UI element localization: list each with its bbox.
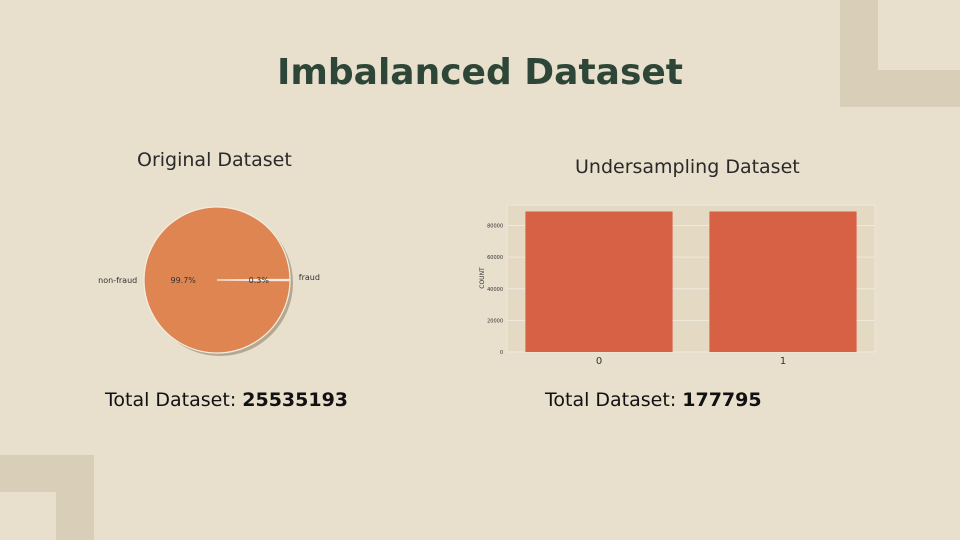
undersampling-total-value: 177795 xyxy=(682,389,762,411)
pie-label-fraud: fraud xyxy=(299,273,320,282)
y-tick-label-20000: 20000 xyxy=(487,318,503,324)
slide-title: Imbalanced Dataset xyxy=(276,52,684,93)
undersampling-total-label: Total Dataset: xyxy=(545,389,683,411)
bar-chart: 0 20000 40000 60000 80000 0 1 COUNT xyxy=(479,204,876,367)
corner-decoration-top-right-inner xyxy=(878,0,960,70)
x-tick-label-1: 1 xyxy=(780,356,786,367)
original-dataset-subtitle: Original Dataset xyxy=(137,149,292,171)
x-tick-label-0: 0 xyxy=(596,356,602,367)
corner-decoration-bottom-left-inner xyxy=(0,492,56,540)
original-total: Total Dataset: 25535193 xyxy=(105,389,348,411)
y-tick-label-40000: 40000 xyxy=(487,287,503,293)
pie-slice-non-fraud xyxy=(143,206,291,354)
pie-chart: non-fraud fraud 99.7% 0.3% xyxy=(98,206,320,356)
undersampling-total: Total Dataset: 177795 xyxy=(545,389,762,411)
y-tick-label-0: 0 xyxy=(500,350,503,356)
y-axis-label: COUNT xyxy=(479,267,486,289)
y-tick-label-80000: 80000 xyxy=(487,224,503,230)
original-total-value: 25535193 xyxy=(242,389,349,411)
bar-1 xyxy=(709,211,857,352)
pie-value-label-fraud: 0.3% xyxy=(249,276,270,285)
undersampling-dataset-subtitle: Undersampling Dataset xyxy=(575,156,800,178)
original-total-label: Total Dataset: xyxy=(105,389,243,411)
pie-value-label-non-fraud: 99.7% xyxy=(170,276,196,285)
y-tick-label-60000: 60000 xyxy=(487,255,503,261)
pie-label-non-fraud: non-fraud xyxy=(98,276,137,285)
bar-0 xyxy=(525,211,673,352)
